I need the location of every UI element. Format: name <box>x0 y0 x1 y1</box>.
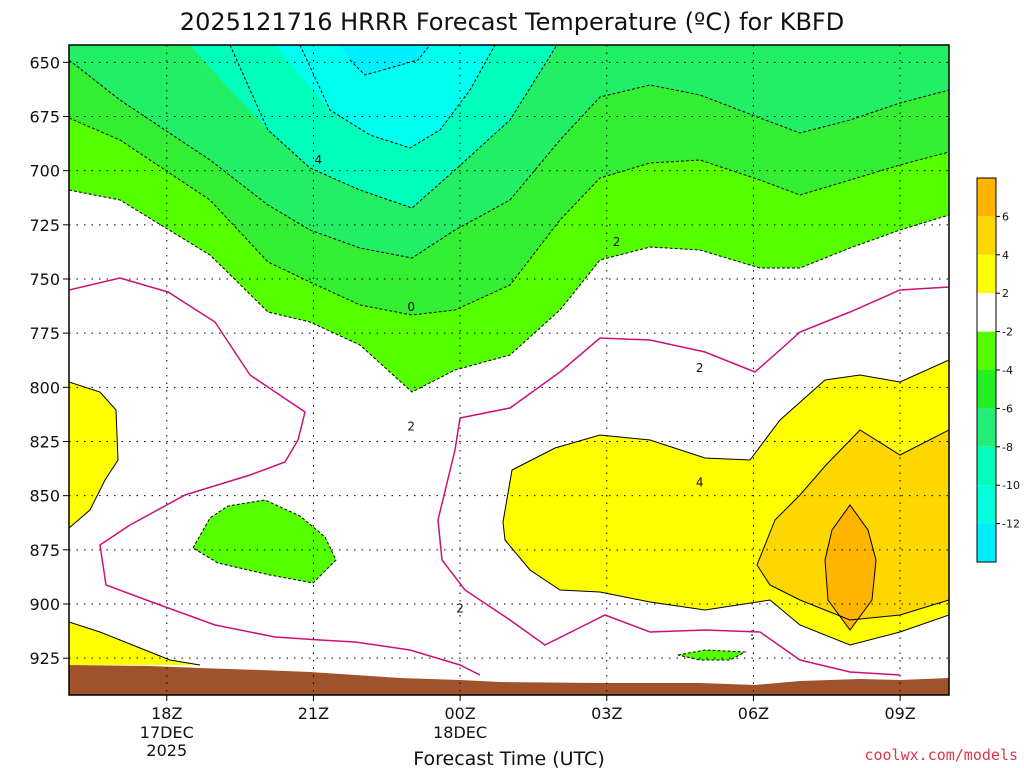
contour-minus-2 <box>69 189 949 393</box>
contour-minus-8 <box>229 45 558 209</box>
colorbar-swatch <box>977 293 996 332</box>
x-tick: 03Z <box>591 695 622 723</box>
x-tick-label: 03Z <box>591 704 622 723</box>
colorbar-label: -4 <box>1002 364 1013 377</box>
y-axis: 650 675 700 725 750 775 800 825 850 875 900 925 <box>29 53 69 668</box>
plot-area: 4 2 0 2 2 2 4 <box>69 45 949 695</box>
y-tick-label: 825 <box>29 433 60 452</box>
y-tick: 675 <box>29 108 69 127</box>
contour-label: 4 <box>696 476 704 490</box>
y-tick-label: 850 <box>29 487 60 506</box>
y-tick-label: 650 <box>29 53 60 72</box>
colorbar-swatch <box>977 446 996 486</box>
colorbar-swatch <box>977 254 996 294</box>
x-tick-label: 00Z <box>444 704 475 723</box>
contour-minus-4 <box>69 117 949 316</box>
y-tick-label: 800 <box>29 378 60 397</box>
y-tick-label: 900 <box>29 595 60 614</box>
contour-label: 2 <box>613 235 621 249</box>
y-tick: 850 <box>29 487 69 506</box>
contour-minus-6 <box>69 59 949 259</box>
contour-minus-12 <box>349 45 431 76</box>
contour-label: 2 <box>456 601 464 615</box>
y-tick-label: 775 <box>29 324 60 343</box>
colorbar-label: -10 <box>1002 479 1020 492</box>
x-axis-label: Forecast Time (UTC) <box>413 748 604 768</box>
colorbar-legend: 6 4 2 -2 -4 -6 -8 -10 -12 <box>976 177 1020 563</box>
contour-label: 2 <box>407 419 415 433</box>
colorbar-label: -8 <box>1002 441 1013 454</box>
credit-text: coolwx.com/models <box>864 746 1018 764</box>
y-tick-label: 875 <box>29 541 60 560</box>
cold-blob-850 <box>193 500 336 583</box>
y-tick: 875 <box>29 541 69 560</box>
contour-zero-left <box>69 277 481 676</box>
colorbar-label: 4 <box>1002 249 1009 262</box>
x-tick-year: 2025 <box>146 741 187 760</box>
y-tick-label: 725 <box>29 216 60 235</box>
colorbar-swatch <box>977 485 996 524</box>
y-tick: 725 <box>29 216 69 235</box>
colorbar-swatch <box>977 523 996 562</box>
colorbar-label: 2 <box>1002 287 1009 300</box>
contour-minus-10 <box>299 45 496 149</box>
cold-region-minus-10 <box>275 45 495 148</box>
contour-label: 4 <box>315 153 323 167</box>
x-tick-label: 18Z <box>151 704 182 723</box>
colorbar-swatch <box>977 178 996 217</box>
colorbar-label: -2 <box>1002 326 1013 339</box>
colorbar-label: -6 <box>1002 402 1013 415</box>
warm-region-6 <box>825 505 876 630</box>
x-tick-label: 06Z <box>738 704 769 723</box>
colorbar-label: -12 <box>1002 518 1020 531</box>
y-tick: 825 <box>29 433 69 452</box>
x-tick: 21Z <box>298 695 329 723</box>
warm-region-left <box>69 382 118 528</box>
contour-blob-925 <box>677 649 747 661</box>
contour-warm-bottom-left <box>69 621 201 666</box>
plot-frame <box>68 44 950 696</box>
x-tick: 09Z <box>884 695 916 723</box>
colorbar-swatch <box>977 408 996 447</box>
contour-zero-main <box>437 286 949 676</box>
x-tick-label: 21Z <box>298 704 329 723</box>
terrain-ground <box>69 665 949 695</box>
contour-labels: 4 2 0 2 2 2 4 <box>315 153 704 615</box>
x-tick: 06Z <box>738 695 769 723</box>
colorbar-swatch <box>977 216 996 255</box>
colorbar-swatch <box>977 370 996 409</box>
y-tick: 925 <box>29 649 69 668</box>
colorbar-label: 6 <box>1002 210 1009 223</box>
y-tick: 800 <box>29 378 69 397</box>
colorbar-swatch <box>977 331 996 370</box>
x-tick-label: 09Z <box>884 704 915 723</box>
chart-title: 2025121716 HRRR Forecast Temperature (ºC… <box>180 8 844 36</box>
y-tick: 700 <box>29 162 69 181</box>
contour-label: 0 <box>407 300 415 314</box>
y-tick-label: 925 <box>29 649 60 668</box>
y-tick: 900 <box>29 595 69 614</box>
y-tick: 650 <box>29 53 69 72</box>
x-tick-date: 17DEC <box>140 723 194 742</box>
contour-warm-left <box>69 381 119 529</box>
y-tick-label: 675 <box>29 108 60 127</box>
contour-label: 2 <box>696 361 704 375</box>
x-tick-date: 18DEC <box>433 723 487 742</box>
y-tick-label: 750 <box>29 270 60 289</box>
cold-region-minus-12 <box>340 45 430 75</box>
y-tick: 775 <box>29 324 69 343</box>
contour-warm-6 <box>824 504 877 631</box>
y-tick: 750 <box>29 270 69 289</box>
y-tick-label: 700 <box>29 162 60 181</box>
contour-warm-2 <box>502 359 949 646</box>
cold-blob-925 <box>678 650 745 660</box>
